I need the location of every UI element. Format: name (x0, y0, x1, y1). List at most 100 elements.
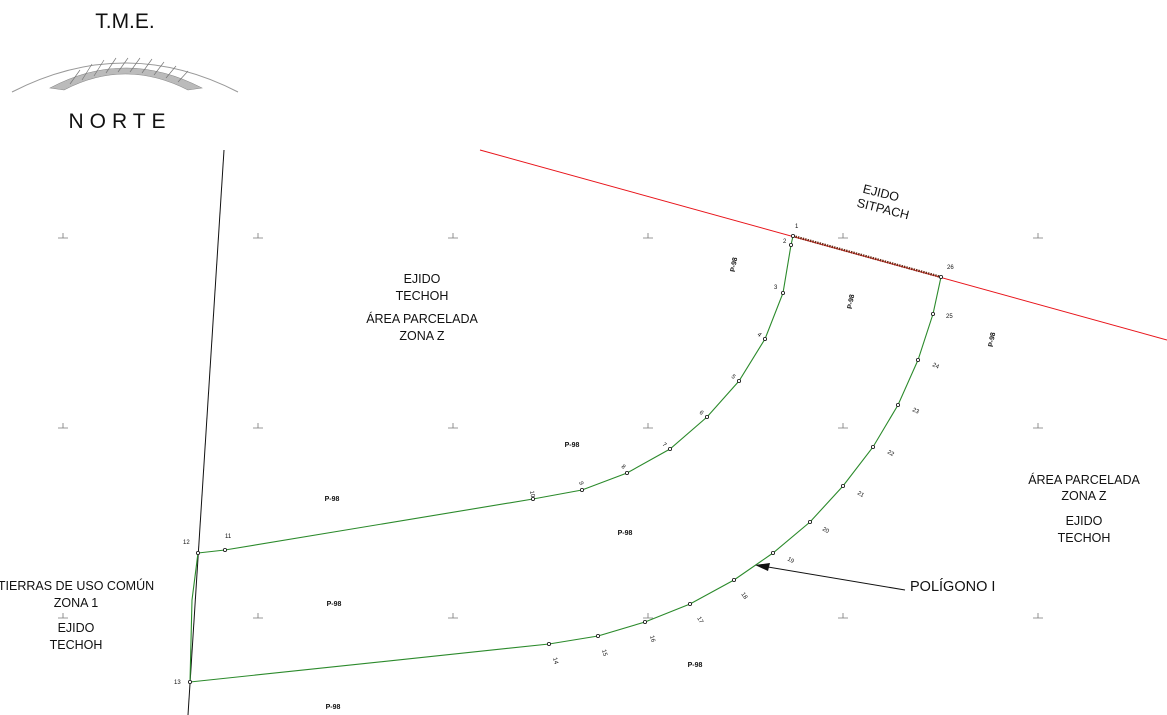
vertex-marker (808, 520, 813, 525)
vertex-markers (187, 233, 944, 685)
vertex-marker (791, 233, 796, 238)
north-label: NORTE (68, 110, 172, 133)
vertex-label: 20 (821, 527, 830, 536)
zone-tierras-4: TECHOH (50, 638, 103, 652)
vertex-marker (187, 680, 192, 685)
polygon-pointer-arrowhead (755, 563, 770, 571)
vertex-marker (195, 551, 200, 556)
vertex-marker (580, 487, 585, 492)
vertex-label: 14 (551, 657, 559, 666)
zone-tierras-2: ZONA 1 (54, 596, 99, 610)
polygon-pointer-line (761, 565, 906, 591)
vertex-marker (732, 578, 737, 583)
grid-cross (1033, 423, 1043, 429)
vertex-label: 5 (730, 374, 737, 381)
zone-techoh-n-3: ÁREA PARCELADA (366, 311, 478, 326)
polygon-label: POLÍGONO I (910, 578, 995, 595)
vertex-label: 7 (661, 442, 668, 449)
vertex-marker (643, 620, 648, 625)
vertex-marker (222, 548, 227, 553)
zone-techoh-n-1: EJIDO (404, 272, 441, 286)
vertex-label: 6 (698, 410, 705, 417)
parcel-label: P-98 (688, 662, 703, 669)
vertex-marker (547, 642, 552, 647)
grid-cross (253, 613, 263, 619)
parcel-label: P-98 (327, 601, 342, 608)
vertex-marker (596, 634, 601, 639)
vertex-label: 13 (174, 680, 181, 686)
grid-cross (448, 613, 458, 619)
vertex-labels: 1234567891011121314151617181920212223242… (174, 224, 954, 686)
north-title: T.M.E. (95, 10, 155, 33)
vertex-label: 19 (786, 557, 795, 566)
grid-cross (838, 233, 848, 239)
vertex-label: 24 (931, 362, 940, 371)
vertex-marker (763, 336, 768, 341)
zone-techoh-e-3: EJIDO (1066, 514, 1103, 528)
grid-cross (643, 613, 653, 619)
zone-techoh-n-2: TECHOH (396, 289, 449, 303)
grid-cross (1033, 233, 1043, 239)
zone-techoh-n-4: ZONA Z (399, 329, 445, 343)
grid-cross (838, 423, 848, 429)
vertex-label: 25 (946, 314, 953, 320)
grid-cross (838, 613, 848, 619)
vertex-marker (789, 242, 794, 247)
vertex-label: 23 (911, 407, 920, 416)
grid-cross (58, 423, 68, 429)
vertex-marker (841, 483, 846, 488)
grid-cross (643, 233, 653, 239)
grid-cross (1033, 613, 1043, 619)
parcel-label: P-98 (847, 294, 856, 310)
vertex-label: 21 (856, 491, 865, 500)
vertex-label: 18 (739, 592, 748, 601)
survey-grid (58, 233, 1043, 619)
vertex-marker (668, 446, 673, 451)
north-arrow-icon (11, 57, 239, 93)
grid-cross (643, 423, 653, 429)
north-boundary-line (479, 149, 1167, 341)
vertex-marker (737, 378, 742, 383)
vertex-marker (781, 290, 786, 295)
vertex-label: 17 (695, 616, 704, 625)
vertex-label: 16 (648, 635, 656, 644)
grid-cross (253, 423, 263, 429)
vertex-marker (896, 402, 901, 407)
grid-cross (448, 233, 458, 239)
vertex-marker (688, 602, 693, 607)
parcel-label: P-98 (326, 704, 341, 711)
parcel-label: P-98 (565, 442, 580, 449)
grid-cross (448, 423, 458, 429)
parcel-labels: P-98 P-98 P-98 P-98 P-98 P-98 P-98 P-98 P-98 (325, 257, 998, 711)
vertex-label: 8 (620, 464, 627, 471)
vertex-marker (705, 414, 710, 419)
vertex-label: 12 (183, 540, 190, 546)
zone-techoh-e-4: TECHOH (1058, 531, 1111, 545)
grid-cross (58, 233, 68, 239)
zone-tierras-3: EJIDO (58, 621, 95, 635)
vertex-label: 4 (756, 332, 763, 339)
vertex-label: 3 (774, 285, 778, 291)
zone-tierras-1: TIERRAS DE USO COMÚN (0, 578, 154, 593)
vertex-label: 11 (225, 534, 232, 540)
grid-cross (58, 613, 68, 619)
vertex-marker (916, 357, 921, 362)
zone-techoh-e-1: ÁREA PARCELADA (1028, 472, 1140, 487)
vertex-marker (625, 470, 630, 475)
vertex-label: 22 (886, 450, 895, 459)
vertex-marker (771, 551, 776, 556)
zone-techoh-e-2: ZONA Z (1061, 489, 1107, 503)
parcel-label: P-98 (618, 530, 633, 537)
parcel-label: P-98 (325, 496, 340, 503)
boundary-segment-1-26 (792, 234, 942, 279)
vertex-marker (871, 444, 876, 449)
vertex-marker (531, 496, 536, 501)
vertex-label: 1 (795, 224, 799, 230)
west-boundary-line (187, 149, 225, 715)
grid-cross (253, 233, 263, 239)
parcel-label: P-98 (988, 332, 997, 348)
parcel-label: P-98 (730, 257, 739, 273)
vertex-marker (931, 311, 936, 316)
vertex-label: 9 (577, 481, 584, 486)
